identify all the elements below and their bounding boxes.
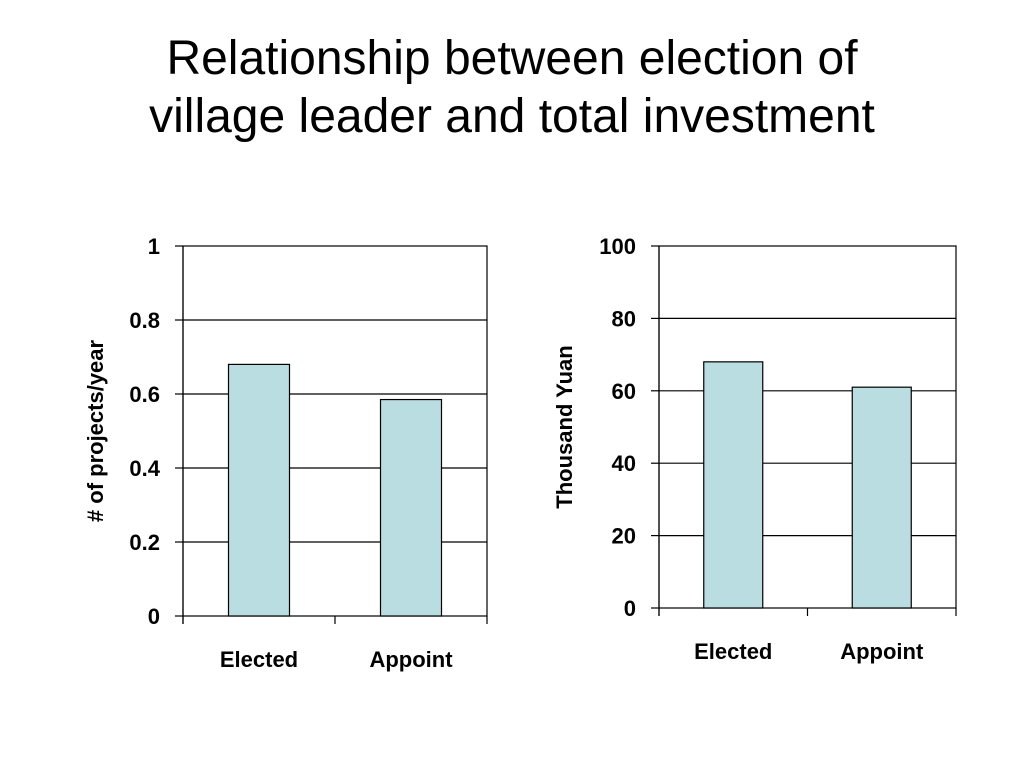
y-tick-label: 0 (148, 604, 160, 629)
y-tick-label: 100 (599, 234, 636, 259)
y-tick-label: 0.8 (129, 308, 160, 333)
chart-projects-per-year: 0 0.2 0.4 0.6 0.8 1 Elected Appoint # of project… (83, 234, 488, 672)
slide-title-line-1: Relationship between election of (166, 32, 858, 85)
chart-total-investment: 0 20 40 60 80 100 Elected Appoint Thousand Yuan (552, 234, 957, 664)
y-tick-label: 0.6 (129, 382, 160, 407)
y-tick-label: 40 (612, 451, 636, 476)
slide-title: Relationship between election of village… (0, 30, 1024, 146)
y-tick-label: 1 (148, 234, 160, 259)
y-tick-label: 60 (612, 379, 636, 404)
y-tick-label: 80 (612, 306, 636, 331)
x-category-label: Elected (694, 639, 772, 664)
y-tick-label: 0.4 (129, 456, 160, 481)
slide-title-line-2: village leader and total investment (149, 90, 875, 143)
x-category-label: Elected (220, 647, 298, 672)
x-category-label: Appoint (840, 639, 924, 664)
bar-elected (227, 363, 291, 617)
y-axis-label: # of projects/year (83, 339, 108, 522)
bar-appoint (851, 386, 912, 609)
x-category-label: Appoint (369, 647, 453, 672)
y-tick-label: 0.2 (129, 530, 160, 555)
y-tick-label: 0 (624, 596, 636, 621)
y-tick-label: 20 (612, 524, 636, 549)
bar-elected (703, 361, 764, 609)
y-axis-label: Thousand Yuan (552, 345, 577, 508)
bar-appoint (379, 398, 443, 617)
